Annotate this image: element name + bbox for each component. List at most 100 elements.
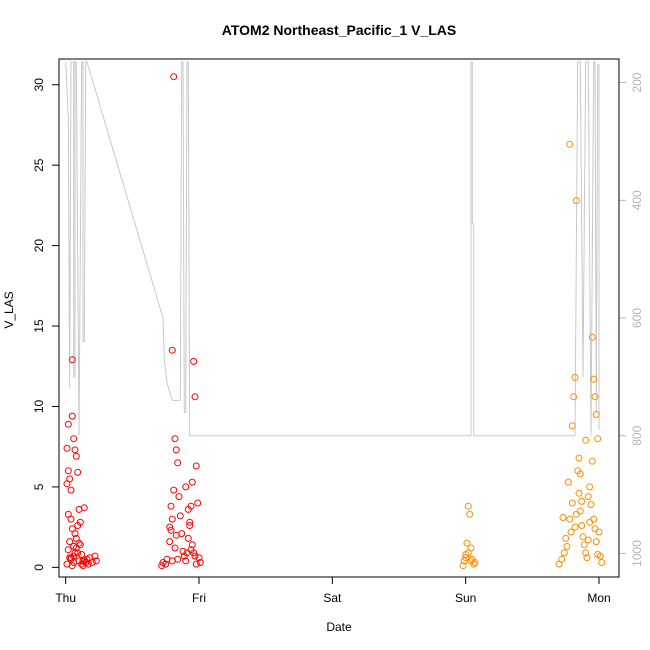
data-point <box>172 446 180 454</box>
data-point <box>576 470 584 478</box>
data-point <box>567 528 575 536</box>
data-point <box>592 538 600 546</box>
data-point <box>168 557 176 565</box>
data-point <box>64 546 72 554</box>
data-point <box>572 510 580 518</box>
data-point <box>158 562 166 570</box>
data-point <box>578 522 586 529</box>
data-point <box>71 549 79 557</box>
data-point <box>92 557 100 565</box>
x-tick-label: Sat <box>323 591 342 605</box>
data-point <box>78 551 86 558</box>
x-axis-label: Date <box>326 620 352 634</box>
data-point <box>584 536 592 544</box>
data-point <box>566 515 574 523</box>
depth-line-layer <box>65 61 600 437</box>
data-point <box>588 333 596 341</box>
data-point <box>575 489 583 497</box>
data-point <box>184 534 192 542</box>
data-point <box>559 514 567 521</box>
data-point <box>590 375 598 383</box>
data-point <box>562 534 570 542</box>
y2-tick-label: 400 <box>630 190 644 210</box>
data-point <box>188 541 196 549</box>
data-point <box>68 562 76 570</box>
data-point <box>194 499 202 507</box>
data-point <box>558 555 566 563</box>
data-point <box>74 522 82 529</box>
data-point <box>168 346 176 354</box>
y-tick-label: 5 <box>32 483 46 490</box>
data-point <box>582 549 590 557</box>
data-point <box>166 523 174 531</box>
data-point <box>179 547 187 555</box>
data-point <box>191 393 199 401</box>
data-point <box>170 73 178 81</box>
y-tick-label: 0 <box>32 564 46 571</box>
data-point <box>467 557 475 565</box>
data-point <box>579 533 587 541</box>
data-point <box>188 478 196 486</box>
data-point <box>471 559 479 566</box>
data-point <box>66 538 74 546</box>
data-point <box>571 523 579 531</box>
data-point <box>91 552 99 560</box>
data-point <box>64 510 72 518</box>
data-point <box>190 357 198 365</box>
data-point <box>580 541 588 549</box>
x-tick-label: Sun <box>455 591 476 605</box>
data-point <box>592 411 600 418</box>
data-point <box>591 525 599 533</box>
data-point <box>572 197 580 205</box>
data-point <box>67 486 75 494</box>
data-point <box>171 435 179 443</box>
data-point <box>162 560 170 568</box>
data-point <box>566 140 574 148</box>
data-point <box>74 468 82 476</box>
data-point <box>80 504 88 512</box>
chart-title: ATOM2 Northeast_Pacific_1 V_LAS <box>222 22 456 38</box>
data-point <box>594 551 602 558</box>
data-point <box>586 483 594 491</box>
y-tick-label: 30 <box>32 78 46 92</box>
data-point <box>578 497 586 505</box>
data-point <box>598 559 606 566</box>
y-tick-label: 20 <box>32 239 46 253</box>
data-point <box>168 515 176 523</box>
data-point <box>172 531 180 539</box>
y2-tick-label: 600 <box>630 308 644 328</box>
data-point <box>67 554 75 562</box>
data-point <box>196 559 204 566</box>
y-tick-label: 15 <box>32 319 46 333</box>
data-point <box>590 515 598 523</box>
data-point <box>84 560 92 568</box>
data-point <box>167 502 175 510</box>
data-point <box>64 467 72 475</box>
data-point <box>167 526 175 534</box>
data-point <box>71 446 79 454</box>
axes-layer: Thu Fri Sat Sun Mon 0 5 10 15 20 25 30 200 400 600 800 1… <box>32 72 644 605</box>
data-point <box>171 544 179 552</box>
x-tick-label: Fri <box>192 591 206 605</box>
data-point <box>182 483 190 491</box>
plot-frame <box>58 58 620 578</box>
data-point <box>64 420 72 428</box>
data-point <box>464 549 472 557</box>
data-point <box>575 454 583 462</box>
data-point <box>564 478 572 486</box>
y2-tick-label: 800 <box>630 425 644 445</box>
data-point <box>463 539 471 547</box>
data-point <box>174 459 182 467</box>
y-tick-label: 25 <box>32 158 46 172</box>
data-point <box>195 554 203 562</box>
y-axis-label: V_LAS <box>2 291 16 328</box>
data-point <box>568 422 576 430</box>
data-point <box>464 502 472 510</box>
data-point <box>182 557 190 565</box>
data-point <box>568 499 576 507</box>
data-point <box>459 562 467 570</box>
data-point <box>71 530 79 538</box>
data-point <box>186 522 194 529</box>
data-point <box>170 486 178 494</box>
